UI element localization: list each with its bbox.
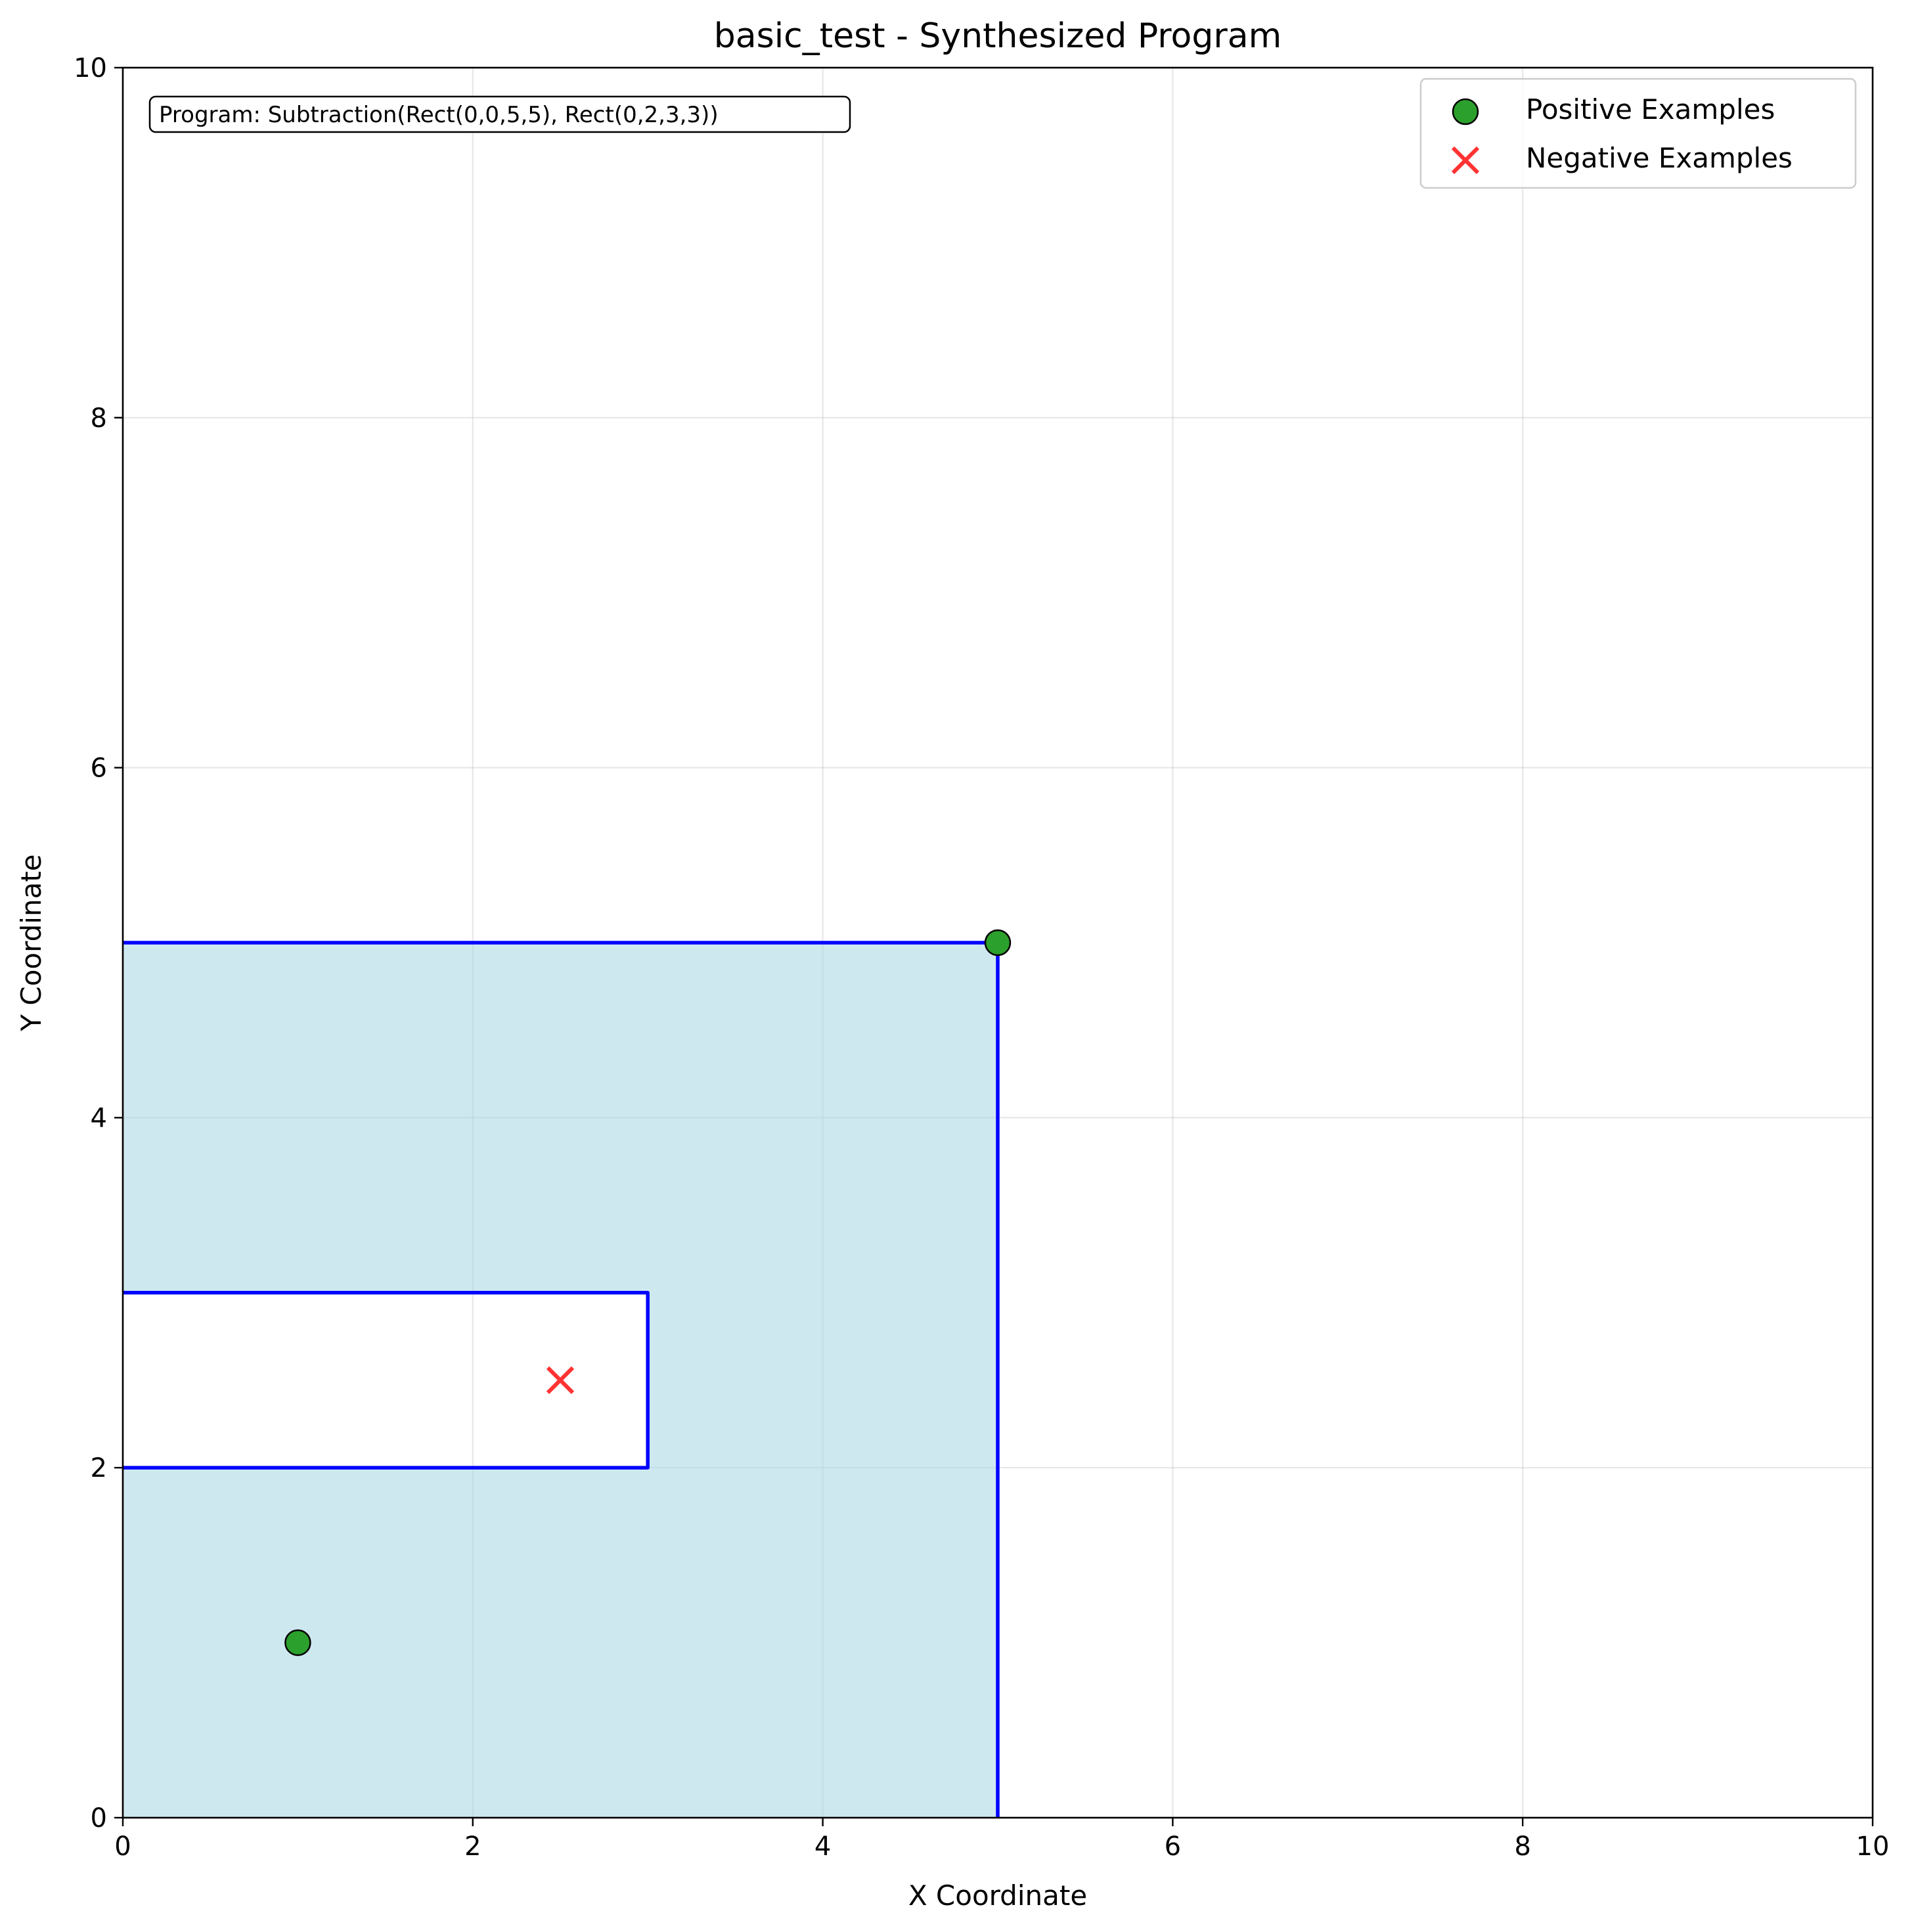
positive-example-point: [284, 1629, 311, 1656]
plot-frame: [122, 66, 1874, 1819]
x-tick-label: 2: [464, 1831, 481, 1862]
y-tick-label: 6: [91, 753, 107, 784]
y-tick-label: 2: [91, 1453, 107, 1483]
legend-negative-label: Negative Examples: [1526, 142, 1793, 174]
program-annotation-text: Program: Subtraction(Rect(0,0,5,5), Rect…: [159, 102, 719, 128]
data-points: [284, 929, 1012, 1656]
x-tick-label: 10: [1856, 1831, 1890, 1862]
y-tick-label: 0: [91, 1803, 107, 1833]
program-annotation: Program: Subtraction(Rect(0,0,5,5), Rect…: [148, 95, 851, 133]
legend-negative-marker: [1451, 146, 1480, 175]
x-axis-ticks: 0 2 4 6 8 10: [114, 1818, 1889, 1862]
x-tick-label: 8: [1514, 1831, 1530, 1862]
y-tick-label: 8: [91, 403, 107, 434]
program-annotation-box: [148, 95, 851, 133]
y-tick-label: 10: [74, 53, 107, 83]
positive-example-point: [984, 929, 1012, 956]
y-axis-ticks: 0 2 4 6 8 10: [74, 53, 123, 1833]
legend-positive-marker: [1452, 98, 1479, 125]
y-tick-label: 4: [91, 1103, 107, 1133]
legend-box: [1419, 78, 1857, 189]
legend: Positive Examples Negative Examples: [1419, 78, 1857, 189]
legend-positive-label: Positive Examples: [1526, 93, 1775, 125]
region-fill: [123, 943, 998, 1818]
x-tick-label: 0: [114, 1831, 131, 1862]
y-axis-label: Y Coordinate: [15, 854, 47, 1031]
x-tick-label: 4: [814, 1831, 831, 1862]
x-axis-label: X Coordinate: [908, 1879, 1087, 1912]
chart-title: basic_test - Synthesized Program: [714, 16, 1282, 56]
negative-example-point: [546, 1366, 575, 1395]
region-hole-outline: [123, 1291, 650, 1470]
x-tick-label: 6: [1165, 1831, 1181, 1862]
